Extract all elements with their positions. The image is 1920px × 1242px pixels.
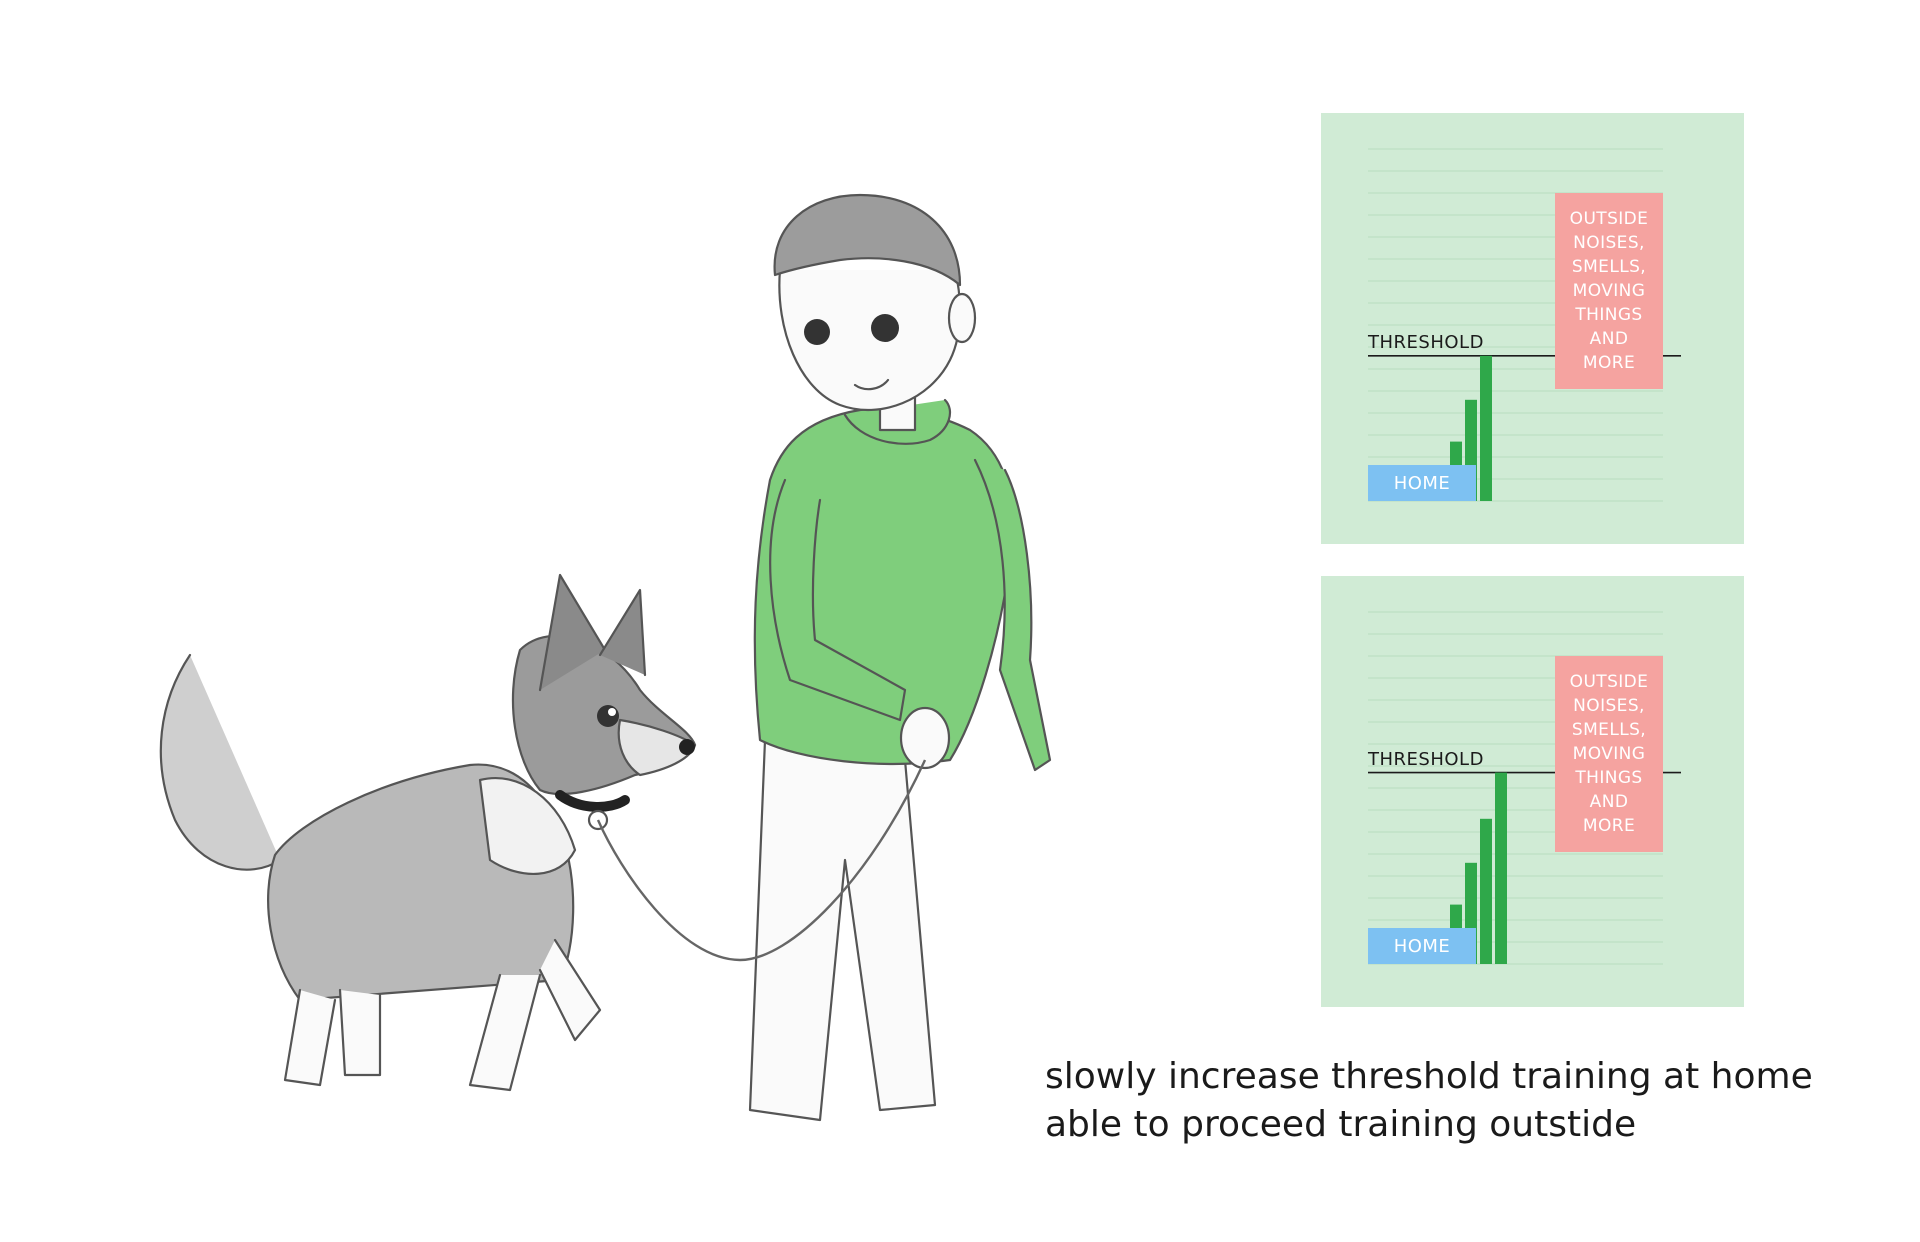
outside-line: MOVING (1572, 744, 1646, 764)
bar (1480, 818, 1492, 964)
person-arm-left (769, 478, 907, 722)
threshold-panel-bottom: THRESHOLD HOME OUTSIDE NOISES, SMELLS, M… (1321, 576, 1744, 1007)
dog-tail (159, 653, 282, 871)
person-ear (947, 292, 977, 344)
home-label: HOME (1368, 465, 1476, 501)
threshold-label: THRESHOLD (1368, 748, 1484, 770)
outside-stimuli-box: OUTSIDE NOISES, SMELLS, MOVING THINGS AN… (1555, 193, 1663, 389)
outside-line: MOVING (1572, 281, 1646, 301)
person-figure (748, 193, 1052, 1122)
outside-line: MORE (1582, 816, 1636, 836)
dog-back-leg (283, 988, 337, 1087)
outside-line: THINGS (1575, 768, 1643, 788)
outside-line: MORE (1582, 353, 1636, 373)
dog-front-leg-raised (538, 938, 602, 1042)
outside-line: AND (1589, 792, 1629, 812)
outside-line: OUTSIDE (1569, 209, 1649, 229)
dog-figure (159, 573, 697, 1092)
person-smile (853, 378, 890, 391)
person-legs (748, 738, 937, 1122)
threshold-panel-top: THRESHOLD HOME OUTSIDE NOISES, SMELLS, M… (1321, 113, 1744, 544)
threshold-label: THRESHOLD (1368, 331, 1484, 353)
person-eye-right (871, 314, 899, 342)
dog-back-leg-2 (338, 988, 382, 1077)
person-hair (773, 193, 962, 287)
dog-ear-left (538, 573, 607, 692)
dog-eye (597, 705, 619, 727)
person-arm-right (973, 458, 1052, 772)
dog-collar (555, 790, 630, 812)
dog-muzzle (617, 718, 697, 777)
person-hand (899, 706, 951, 770)
outside-line: THINGS (1575, 305, 1643, 325)
dog-eye-highlight (608, 708, 616, 716)
dog-chest (478, 777, 577, 876)
caption-line-1: slowly increase threshold training at ho… (1045, 1056, 1813, 1097)
bar (1495, 772, 1507, 964)
outside-line: NOISES, (1573, 696, 1645, 716)
outside-line: NOISES, (1573, 233, 1645, 253)
home-label: HOME (1368, 928, 1476, 964)
outside-line: SMELLS, (1571, 257, 1647, 277)
dog-ear-right (598, 588, 647, 677)
outside-stimuli-box: OUTSIDE NOISES, SMELLS, MOVING THINGS AN… (1555, 656, 1663, 852)
outside-line: OUTSIDE (1569, 672, 1649, 692)
person-eye-left (804, 319, 830, 345)
outside-line: AND (1589, 329, 1629, 349)
caption-line-2: able to proceed training outstide (1045, 1104, 1637, 1145)
leash (596, 759, 927, 962)
dog-front-leg (468, 973, 542, 1092)
caption: slowly increase threshold training at ho… (1045, 1053, 1813, 1149)
outside-line: SMELLS, (1571, 720, 1647, 740)
dog-nose (679, 739, 695, 755)
bar (1480, 355, 1492, 501)
